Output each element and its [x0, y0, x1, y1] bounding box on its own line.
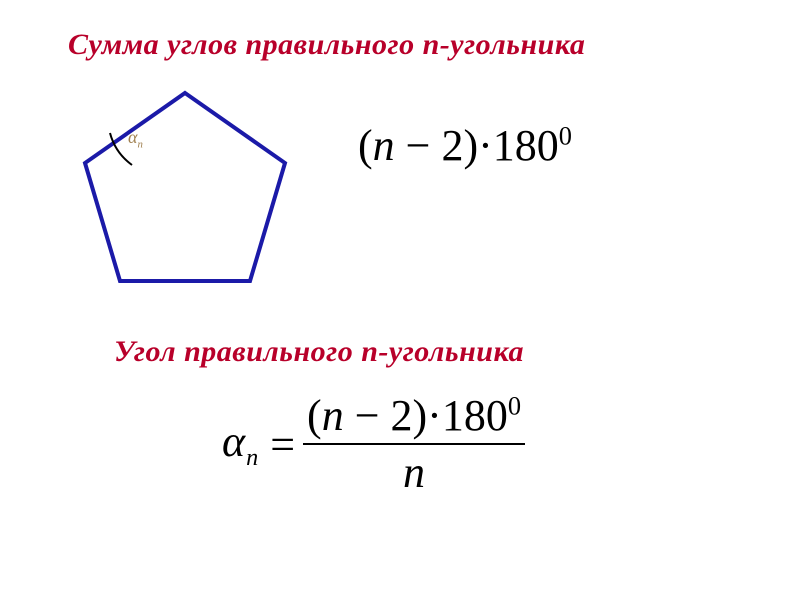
title1-suffix: -угольника	[440, 28, 586, 61]
pentagon-shape	[85, 93, 285, 281]
pentagon-diagram: αn	[75, 85, 295, 305]
f2n-lparen: (	[307, 391, 322, 440]
angle-label: αn	[128, 127, 143, 151]
f1-exp: 0	[559, 120, 572, 150]
f2-fraction: (n − 2)·1800 n	[303, 390, 525, 498]
f2-eq: =	[270, 419, 295, 470]
f1-rparen: )	[463, 121, 478, 170]
title2-n: n	[361, 335, 378, 368]
f1-lparen: (	[358, 121, 373, 170]
title1-prefix: Сумма углов правильного	[68, 28, 423, 61]
f2-alpha: α	[222, 417, 245, 466]
f2-sub: n	[246, 444, 258, 471]
formula-angle: αn = (n − 2)·1800 n	[222, 390, 525, 498]
f1-dot: ·	[478, 121, 493, 170]
title2-prefix: Угол правильного	[114, 335, 361, 368]
f1-base: 180	[493, 121, 559, 170]
f2n-exp: 0	[508, 390, 521, 420]
pentagon-svg	[75, 85, 295, 295]
title1-n: n	[423, 28, 440, 61]
f2n-dot: ·	[427, 391, 442, 440]
f2n-rparen: )	[413, 391, 428, 440]
f1-two: 2	[441, 121, 463, 170]
title2-suffix: -угольника	[378, 335, 524, 368]
f2n-base: 180	[442, 391, 508, 440]
f2-lhs: αn	[222, 416, 258, 473]
title-sum-of-angles: Сумма углов правильного n-угольника	[68, 28, 585, 62]
f1-minus: −	[395, 121, 442, 170]
title-angle: Угол правильного n-угольника	[114, 335, 524, 369]
f2n-n: n	[322, 391, 344, 440]
f1-n: n	[373, 121, 395, 170]
f2-numerator: (n − 2)·1800	[303, 390, 525, 443]
f2-denominator: n	[399, 445, 429, 498]
formula-sum: (n − 2)·1800	[358, 120, 572, 171]
angle-sub: n	[137, 139, 142, 151]
f2n-minus: −	[344, 391, 391, 440]
f2n-two: 2	[391, 391, 413, 440]
